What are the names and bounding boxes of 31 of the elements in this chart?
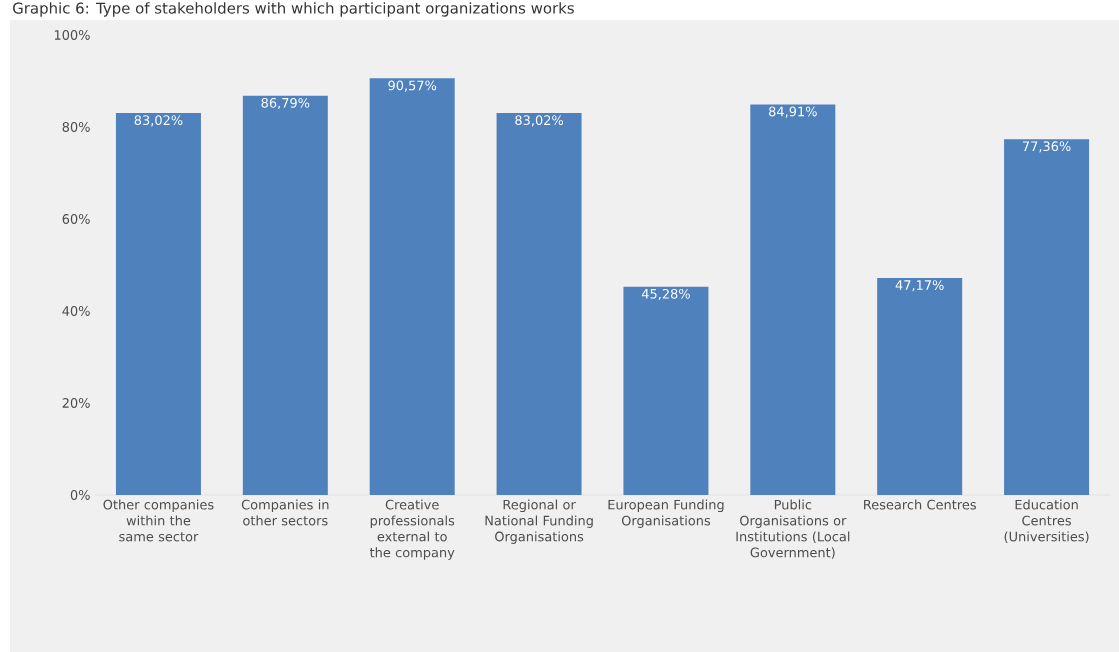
y-tick-label: 100% [54, 30, 90, 40]
bar [1004, 139, 1090, 495]
chart-title: Graphic 6: Type of stakeholders with which participant organizations works [13, 2, 574, 17]
data-label: 45,28% [641, 288, 690, 300]
x-tick-label: Regional or National Funding Organisations [485, 499, 593, 544]
data-label: 47,17% [895, 280, 944, 292]
data-label: 90,57% [388, 80, 437, 92]
bar [115, 113, 201, 495]
x-tick-label: Other companies within the same sector [103, 499, 214, 542]
y-tick-label: 80% [62, 122, 90, 132]
data-label: 83,02% [515, 115, 564, 127]
bar [496, 113, 582, 495]
x-tick-label: Creative professionals external to the company [369, 499, 455, 560]
bar [242, 95, 328, 495]
x-tick-label: Education Centres (Universities) [1004, 499, 1089, 543]
x-tick-label: Companies in other sectors [241, 499, 329, 526]
y-tick-label: 0% [70, 490, 90, 500]
data-label: 77,36% [1022, 141, 1071, 153]
bar [623, 286, 709, 495]
bar [877, 278, 963, 495]
data-label: 84,91% [769, 106, 817, 118]
x-tick-label: Research Centres [864, 499, 976, 510]
bar [369, 78, 455, 495]
data-label: 83,02% [134, 115, 183, 127]
x-tick-label: Public Organisations or Institutions (Local Government) [736, 499, 850, 559]
y-tick-label: 40% [62, 306, 90, 316]
data-label: 86,79% [261, 97, 310, 110]
y-tick-label: 20% [62, 398, 90, 408]
bar [750, 104, 836, 495]
y-tick-label: 60% [62, 214, 90, 224]
x-tick-label: European Funding Organisations [608, 499, 724, 528]
